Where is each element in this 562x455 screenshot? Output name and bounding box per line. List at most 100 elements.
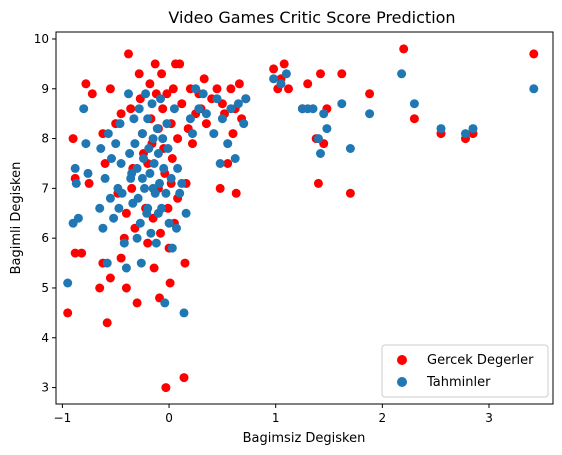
data-point	[172, 223, 181, 233]
data-point	[105, 193, 115, 203]
data-point	[84, 178, 94, 188]
data-point	[121, 283, 131, 293]
data-point	[116, 109, 126, 119]
data-point	[77, 248, 87, 258]
data-point	[313, 134, 323, 144]
data-point	[175, 188, 185, 198]
data-point	[160, 298, 170, 308]
data-point	[153, 149, 163, 158]
data-point	[100, 173, 110, 183]
data-point	[316, 149, 325, 158]
ticks-layer: −1 0 1 2 3 3 4 5 6 7 8 9 10	[34, 32, 493, 425]
data-point	[127, 168, 137, 178]
data-point	[130, 139, 140, 149]
data-point	[105, 273, 115, 283]
data-point	[125, 149, 135, 158]
data-point	[114, 203, 124, 213]
data-point	[319, 109, 329, 119]
data-point	[133, 193, 143, 203]
data-point	[158, 134, 168, 144]
y-tick-label: 8	[41, 132, 49, 146]
data-point	[279, 59, 289, 69]
data-point	[70, 248, 80, 258]
data-point	[116, 253, 126, 263]
data-point	[137, 129, 147, 139]
data-point	[100, 159, 110, 168]
data-point	[188, 129, 197, 139]
data-point	[167, 154, 177, 163]
chart-title: Video Games Critic Score Prediction	[168, 8, 455, 27]
data-point	[198, 89, 208, 99]
data-point	[151, 238, 161, 248]
y-axis-label: Bagimli Degisken	[9, 162, 24, 275]
data-point	[281, 69, 291, 79]
data-point	[212, 94, 222, 104]
data-point	[175, 59, 185, 69]
data-point	[188, 139, 197, 149]
x-tick-label: 1	[272, 411, 280, 425]
data-point	[95, 203, 105, 213]
data-point	[83, 168, 93, 178]
data-point	[158, 104, 168, 114]
data-point	[148, 134, 158, 144]
data-point	[134, 104, 144, 114]
data-point	[145, 168, 155, 178]
data-point	[365, 89, 375, 99]
data-point	[179, 373, 189, 383]
data-point	[87, 89, 97, 99]
legend-label-tahmin: Tahminler	[426, 375, 491, 390]
data-point	[173, 163, 183, 173]
data-point	[121, 208, 131, 218]
data-point	[231, 188, 241, 198]
data-point	[337, 69, 347, 79]
data-point	[215, 159, 225, 168]
data-point	[105, 84, 115, 94]
data-point	[201, 119, 211, 129]
data-point	[234, 79, 244, 89]
data-point	[156, 228, 165, 238]
data-point	[73, 213, 83, 223]
data-point	[96, 144, 106, 153]
data-point	[345, 144, 355, 153]
data-point	[107, 154, 116, 163]
data-point	[126, 104, 136, 114]
data-point	[71, 178, 81, 188]
data-point	[155, 178, 164, 188]
data-point	[140, 183, 149, 193]
data-point	[135, 218, 145, 228]
data-point	[115, 119, 125, 129]
data-point	[70, 163, 80, 173]
data-point	[409, 114, 419, 124]
data-point	[468, 124, 478, 134]
data-point	[81, 79, 91, 89]
data-point	[316, 69, 325, 79]
data-point	[103, 129, 113, 139]
data-point	[132, 298, 142, 308]
data-point	[109, 213, 119, 223]
points-layer	[63, 44, 539, 393]
data-point	[145, 79, 155, 89]
data-point	[143, 203, 153, 213]
data-point	[194, 104, 204, 114]
data-point	[136, 258, 146, 268]
data-point	[161, 383, 171, 393]
data-point	[168, 84, 178, 94]
data-point	[461, 129, 470, 139]
data-point	[153, 208, 163, 218]
x-tick-label: 3	[485, 411, 493, 425]
data-point	[284, 84, 293, 94]
data-point	[409, 99, 419, 109]
data-point	[148, 183, 158, 193]
data-point	[177, 99, 187, 109]
data-point	[163, 144, 173, 153]
data-point	[223, 159, 233, 168]
data-point	[399, 44, 409, 54]
data-point	[233, 99, 243, 109]
data-point	[147, 99, 157, 109]
data-point	[150, 59, 160, 69]
data-point	[165, 278, 175, 288]
data-point	[269, 74, 279, 84]
data-point	[185, 114, 195, 124]
data-point	[149, 159, 159, 168]
data-point	[119, 238, 129, 248]
